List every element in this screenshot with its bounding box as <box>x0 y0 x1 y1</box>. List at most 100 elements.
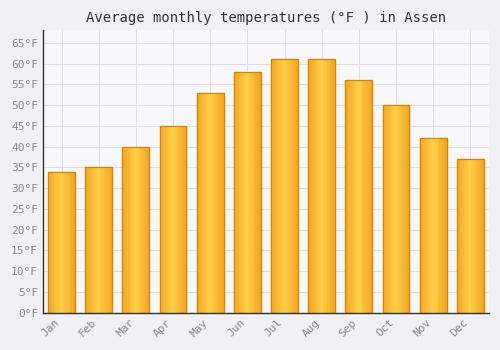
Bar <box>206 93 208 313</box>
Bar <box>106 167 108 313</box>
Bar <box>204 93 205 313</box>
Bar <box>242 72 243 313</box>
Bar <box>128 147 129 313</box>
Bar <box>426 138 427 313</box>
Bar <box>348 80 349 313</box>
Bar <box>473 159 474 313</box>
Bar <box>56 172 57 313</box>
Bar <box>238 72 240 313</box>
Bar <box>128 147 130 313</box>
Bar <box>465 159 466 313</box>
Bar <box>160 126 162 313</box>
Bar <box>122 147 124 313</box>
Bar <box>436 138 437 313</box>
Bar <box>74 172 75 313</box>
Bar <box>104 167 105 313</box>
Bar <box>471 159 472 313</box>
Bar <box>106 167 107 313</box>
Bar <box>141 147 142 313</box>
Bar <box>347 80 348 313</box>
Bar <box>134 147 135 313</box>
Bar <box>234 72 235 313</box>
Bar <box>287 60 288 313</box>
Bar <box>197 93 198 313</box>
Bar <box>346 80 348 313</box>
Bar <box>441 138 442 313</box>
Bar <box>286 60 287 313</box>
Bar <box>59 172 60 313</box>
Bar <box>398 105 400 313</box>
Bar <box>435 138 436 313</box>
Bar <box>404 105 405 313</box>
Bar <box>87 167 88 313</box>
Bar <box>370 80 372 313</box>
Bar <box>276 60 278 313</box>
Bar <box>256 72 257 313</box>
Bar <box>388 105 389 313</box>
Bar <box>197 93 224 313</box>
Bar <box>295 60 296 313</box>
Bar <box>432 138 433 313</box>
Bar <box>328 60 329 313</box>
Bar <box>479 159 480 313</box>
Bar <box>387 105 388 313</box>
Bar <box>90 167 92 313</box>
Bar <box>420 138 446 313</box>
Bar <box>390 105 392 313</box>
Bar <box>405 105 406 313</box>
Bar <box>105 167 106 313</box>
Bar <box>122 147 149 313</box>
Bar <box>279 60 280 313</box>
Bar <box>220 93 221 313</box>
Bar <box>321 60 322 313</box>
Bar <box>397 105 398 313</box>
Bar <box>168 126 170 313</box>
Bar <box>282 60 284 313</box>
Bar <box>163 126 164 313</box>
Bar <box>468 159 469 313</box>
Bar <box>49 172 50 313</box>
Bar <box>73 172 74 313</box>
Bar <box>329 60 330 313</box>
Bar <box>352 80 354 313</box>
Bar <box>180 126 181 313</box>
Bar <box>290 60 291 313</box>
Bar <box>273 60 274 313</box>
Bar <box>324 60 326 313</box>
Bar <box>246 72 248 313</box>
Bar <box>462 159 463 313</box>
Bar <box>424 138 425 313</box>
Bar <box>94 167 95 313</box>
Bar <box>475 159 476 313</box>
Bar <box>313 60 314 313</box>
Bar <box>202 93 203 313</box>
Bar <box>478 159 480 313</box>
Bar <box>214 93 216 313</box>
Bar <box>288 60 289 313</box>
Bar <box>466 159 467 313</box>
Bar <box>367 80 368 313</box>
Bar <box>308 60 335 313</box>
Bar <box>354 80 356 313</box>
Bar <box>271 60 298 313</box>
Bar <box>258 72 259 313</box>
Bar <box>480 159 481 313</box>
Bar <box>66 172 67 313</box>
Bar <box>463 159 464 313</box>
Bar <box>138 147 140 313</box>
Bar <box>181 126 182 313</box>
Bar <box>240 72 241 313</box>
Bar <box>160 126 186 313</box>
Bar <box>470 159 471 313</box>
Bar <box>330 60 332 313</box>
Bar <box>52 172 54 313</box>
Bar <box>308 60 309 313</box>
Bar <box>218 93 219 313</box>
Bar <box>325 60 326 313</box>
Bar <box>476 159 478 313</box>
Bar <box>291 60 292 313</box>
Bar <box>200 93 202 313</box>
Bar <box>110 167 111 313</box>
Bar <box>172 126 173 313</box>
Bar <box>430 138 432 313</box>
